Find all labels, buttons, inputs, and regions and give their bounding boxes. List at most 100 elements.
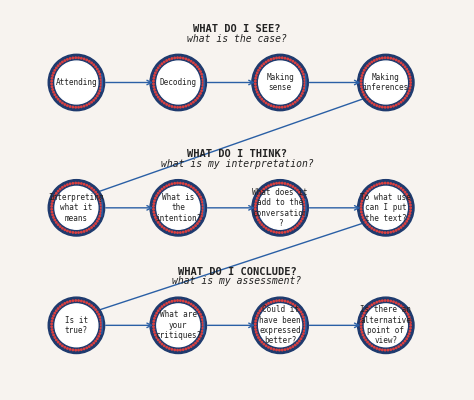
Circle shape [407, 71, 409, 72]
Circle shape [406, 68, 408, 70]
Circle shape [55, 96, 57, 98]
Circle shape [69, 183, 71, 184]
Circle shape [174, 232, 175, 233]
Circle shape [100, 88, 101, 89]
Circle shape [51, 203, 53, 204]
Circle shape [164, 345, 165, 346]
Circle shape [185, 58, 187, 60]
Circle shape [51, 80, 52, 82]
Text: Interpreting
what it
means: Interpreting what it means [49, 193, 104, 223]
Circle shape [384, 232, 386, 233]
Circle shape [400, 102, 401, 103]
Circle shape [273, 183, 274, 184]
Circle shape [156, 337, 157, 338]
Circle shape [259, 222, 261, 223]
Circle shape [191, 228, 192, 230]
Circle shape [371, 228, 373, 229]
Text: WHAT DO I THINK?: WHAT DO I THINK? [187, 149, 287, 159]
Circle shape [54, 219, 55, 221]
Circle shape [304, 79, 305, 80]
Circle shape [395, 230, 397, 231]
Circle shape [64, 346, 65, 348]
Circle shape [282, 300, 283, 301]
Circle shape [299, 309, 300, 310]
Circle shape [64, 229, 65, 230]
Circle shape [97, 68, 98, 70]
Circle shape [78, 106, 79, 108]
Circle shape [382, 349, 383, 351]
Circle shape [406, 220, 408, 222]
Circle shape [268, 346, 269, 348]
Circle shape [304, 210, 305, 211]
Circle shape [51, 323, 52, 325]
Circle shape [410, 85, 411, 86]
Circle shape [287, 301, 289, 302]
Circle shape [303, 319, 305, 320]
Circle shape [177, 57, 178, 58]
Circle shape [410, 328, 411, 329]
Circle shape [153, 83, 154, 85]
Circle shape [98, 196, 100, 198]
Circle shape [261, 308, 263, 309]
Circle shape [98, 218, 100, 220]
Circle shape [297, 342, 298, 344]
Circle shape [382, 232, 383, 233]
Circle shape [410, 79, 411, 80]
Circle shape [279, 182, 280, 184]
Circle shape [387, 232, 389, 233]
Circle shape [299, 223, 300, 224]
Circle shape [371, 187, 373, 188]
Circle shape [374, 303, 375, 304]
Circle shape [292, 103, 293, 104]
Circle shape [258, 70, 259, 71]
Circle shape [371, 304, 373, 306]
Circle shape [376, 302, 377, 303]
Circle shape [287, 231, 289, 232]
Circle shape [193, 188, 194, 189]
Circle shape [382, 106, 383, 108]
Circle shape [81, 106, 82, 108]
Circle shape [199, 311, 200, 313]
Circle shape [59, 63, 61, 64]
Circle shape [98, 336, 100, 337]
Circle shape [361, 211, 362, 213]
Circle shape [384, 182, 386, 184]
Circle shape [404, 66, 406, 68]
Circle shape [387, 182, 389, 184]
Circle shape [270, 105, 272, 106]
Circle shape [255, 211, 256, 213]
Circle shape [400, 344, 401, 346]
Circle shape [97, 194, 98, 195]
Circle shape [365, 96, 366, 98]
Circle shape [59, 188, 61, 190]
Circle shape [369, 63, 370, 64]
Circle shape [51, 83, 52, 85]
Circle shape [361, 332, 363, 333]
Circle shape [81, 300, 82, 302]
Circle shape [284, 58, 286, 59]
Circle shape [72, 106, 73, 108]
Circle shape [153, 203, 155, 204]
Circle shape [371, 61, 373, 63]
Circle shape [369, 100, 370, 102]
Circle shape [155, 334, 156, 336]
Circle shape [365, 339, 366, 341]
Circle shape [72, 182, 73, 184]
Circle shape [393, 231, 394, 232]
Circle shape [374, 229, 375, 230]
Circle shape [273, 231, 274, 232]
Circle shape [86, 302, 87, 304]
Circle shape [99, 316, 100, 318]
Circle shape [182, 349, 184, 350]
Circle shape [255, 78, 256, 79]
Circle shape [86, 59, 87, 61]
Circle shape [303, 330, 305, 332]
Text: WHAT DO I SEE?: WHAT DO I SEE? [193, 24, 281, 34]
Circle shape [303, 90, 304, 92]
Circle shape [360, 83, 362, 85]
Circle shape [97, 338, 98, 340]
Circle shape [150, 54, 207, 111]
Circle shape [360, 208, 362, 210]
Circle shape [287, 348, 289, 350]
Text: What is
the
intention?: What is the intention? [155, 193, 201, 223]
